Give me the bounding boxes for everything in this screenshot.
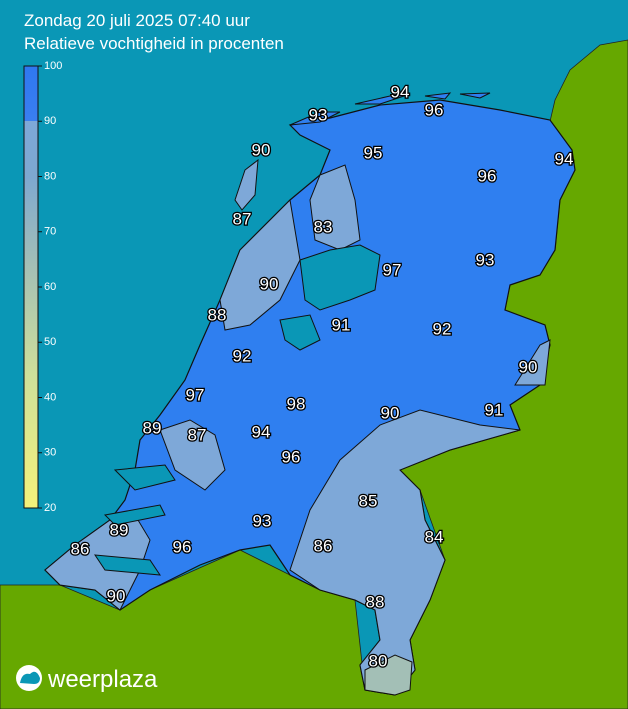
legend-tick-label: 50 xyxy=(44,336,56,348)
region-low-southeast xyxy=(289,409,521,696)
station-value: 89 xyxy=(143,418,162,437)
station-value: 90 xyxy=(260,274,279,293)
station-value: 87 xyxy=(188,425,207,444)
legend-tick-label: 80 xyxy=(44,170,56,182)
island-texel xyxy=(234,158,259,211)
legend-tick-label: 40 xyxy=(44,391,56,403)
region-low-coast xyxy=(219,198,301,331)
station-value: 90 xyxy=(381,403,400,422)
station-value: 96 xyxy=(282,447,301,466)
station-value: 95 xyxy=(364,143,383,162)
station-value: 94 xyxy=(555,149,574,168)
station-value: 93 xyxy=(309,105,328,124)
title: Zondag 20 juli 2025 07:40 uur xyxy=(24,11,250,30)
station-value: 86 xyxy=(71,539,90,558)
station-value: 88 xyxy=(208,305,227,324)
station-value: 97 xyxy=(186,385,205,404)
logo-cloud xyxy=(20,671,40,684)
station-value: 92 xyxy=(433,319,452,338)
station-value: 98 xyxy=(287,394,306,413)
station-value: 91 xyxy=(485,400,504,419)
region-low-holland xyxy=(159,419,226,491)
station-value: 90 xyxy=(107,586,126,605)
station-value: 87 xyxy=(233,209,252,228)
legend-tick-label: 90 xyxy=(44,115,56,127)
station-value: 83 xyxy=(314,217,333,236)
logo: weerplaza xyxy=(16,665,158,693)
region-low-southwest xyxy=(44,514,151,611)
region-limburg-south xyxy=(364,654,413,696)
legend-tick-label: 20 xyxy=(44,502,56,514)
ijsselmeer xyxy=(299,244,381,311)
station-value: 88 xyxy=(366,592,385,611)
station-value: 96 xyxy=(425,100,444,119)
station-labels: 94 93 96 90 95 94 96 87 83 97 93 90 88 9… xyxy=(69,81,575,672)
region-low-east xyxy=(514,339,551,386)
islands-wadden xyxy=(289,92,491,126)
legend-tick-label: 100 xyxy=(44,60,62,72)
markermeer xyxy=(279,314,321,351)
station-value: 91 xyxy=(332,315,351,334)
region-low-northholland xyxy=(309,164,361,251)
legend: 100 90 80 70 60 50 40 30 20 xyxy=(38,60,62,514)
subtitle: Relatieve vochtigheid in procenten xyxy=(24,34,284,53)
station-value: 92 xyxy=(233,346,252,365)
station-value: 84 xyxy=(425,527,444,546)
station-value: 89 xyxy=(110,520,129,539)
station-value: 93 xyxy=(253,511,272,530)
legend-tick-label: 60 xyxy=(44,281,56,293)
legend-bar xyxy=(23,65,39,509)
logo-text: weerplaza xyxy=(47,666,158,693)
station-value: 94 xyxy=(252,422,271,441)
estuaries xyxy=(94,464,176,576)
station-value: 86 xyxy=(314,536,333,555)
station-value: 93 xyxy=(476,250,495,269)
legend-tick-label: 30 xyxy=(44,447,56,459)
station-value: 85 xyxy=(359,491,378,510)
station-value: 90 xyxy=(252,140,271,159)
station-value: 90 xyxy=(519,357,538,376)
legend-tick-label: 70 xyxy=(44,226,56,238)
station-value: 80 xyxy=(369,651,388,670)
station-value: 97 xyxy=(383,260,402,279)
station-value: 94 xyxy=(391,82,410,101)
station-value: 96 xyxy=(478,166,497,185)
station-value: 96 xyxy=(173,537,192,556)
